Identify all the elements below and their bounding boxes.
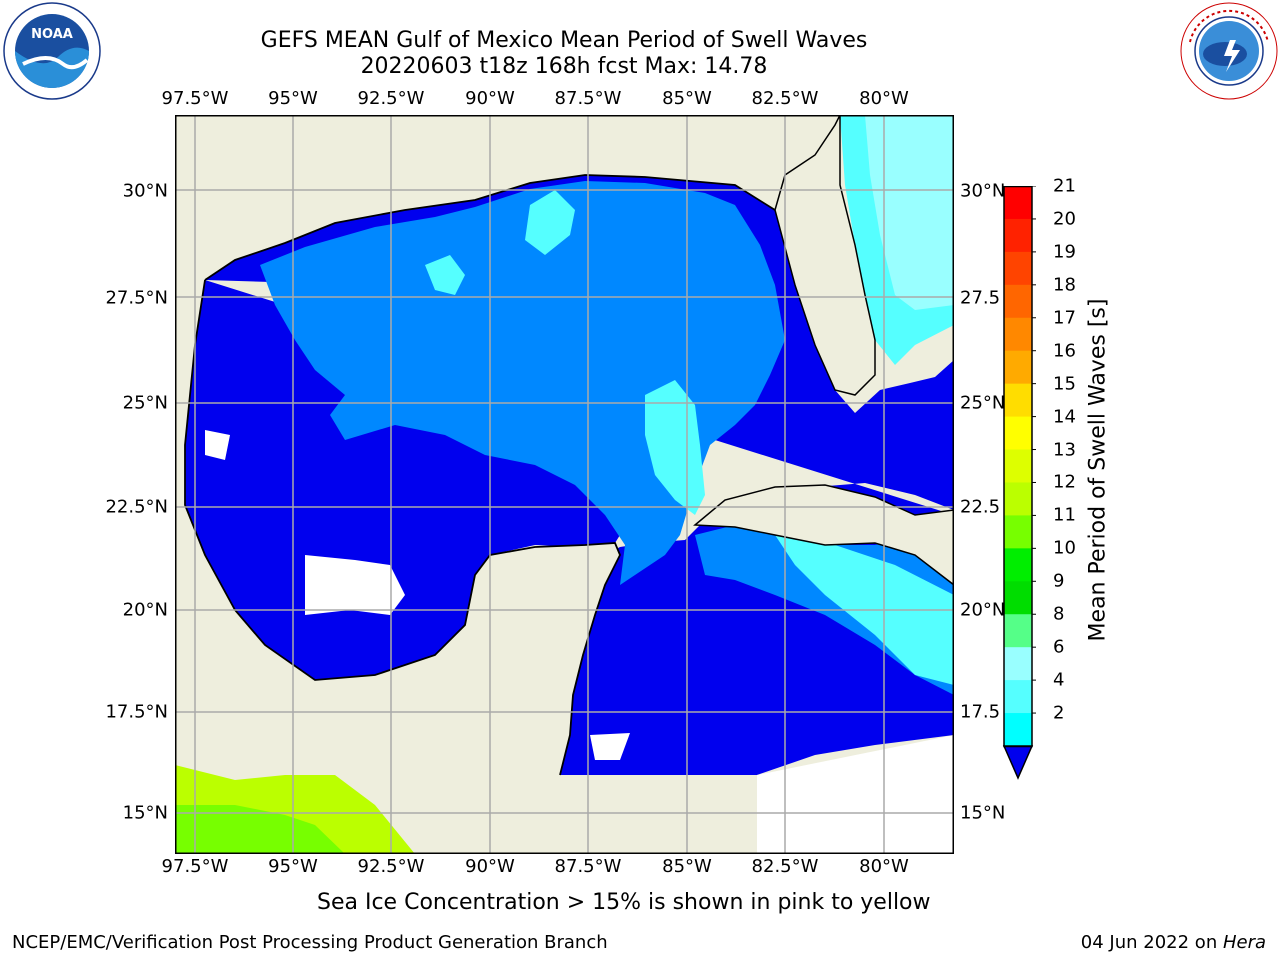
lat-label: 22.5°N <box>105 496 168 518</box>
lat-label: 27.5 <box>960 287 1001 309</box>
map-grid <box>175 115 954 854</box>
lat-label: 17.5 <box>960 701 1001 723</box>
colorbar-tick-label: 19 <box>1053 241 1076 263</box>
colorbar-segment <box>1004 383 1032 418</box>
lon-label: 92.5°W <box>357 856 425 877</box>
map-panel <box>175 115 954 854</box>
lon-label: 95°W <box>268 856 318 877</box>
lon-label: 95°W <box>268 88 318 109</box>
colorbar-extend-arrow <box>1002 745 1034 780</box>
lat-label: 17.5°N <box>105 701 168 723</box>
chart-subtitle: 20220603 t18z 168h fcst Max: 14.78 <box>360 54 768 79</box>
colorbar-tick-label: 6 <box>1053 636 1065 658</box>
colorbar-segment <box>1004 680 1032 714</box>
florida-land <box>774 115 876 396</box>
colorbar-tick-label: 4 <box>1053 669 1065 691</box>
colorbar-segment <box>1004 416 1032 451</box>
lon-label: 90°W <box>465 88 515 109</box>
cyan-patch-3 <box>425 255 465 295</box>
lon-label: 85°W <box>662 88 712 109</box>
lon-label: 90°W <box>465 856 515 877</box>
colorbar-tick-label: 12 <box>1053 471 1076 493</box>
colorbar-tick-label: 13 <box>1053 439 1076 461</box>
sea-ice-patch-green <box>175 805 345 854</box>
lat-label: 30°N <box>122 180 168 202</box>
colorbar-segment <box>1004 350 1032 385</box>
colorbar-segment <box>1004 713 1032 747</box>
nodata-2 <box>205 430 230 460</box>
cuba-land <box>693 484 954 586</box>
colorbar-tick-label: 10 <box>1053 537 1076 559</box>
map-frame <box>175 115 954 854</box>
nodata-caribbean <box>757 735 954 854</box>
colorbar-tick-label: 21 <box>1053 175 1076 197</box>
lat-label: 25°N <box>122 392 168 414</box>
sea-ice-note: Sea Ice Concentration > 15% is shown in … <box>317 890 931 915</box>
colorbar-tick-label: 18 <box>1053 274 1076 296</box>
lat-label: 27.5°N <box>105 287 168 309</box>
colorbar-graphic <box>1002 185 1036 780</box>
noaa-logo: NOAA <box>3 2 101 100</box>
lon-label: 82.5°W <box>751 88 819 109</box>
nodata-3 <box>590 733 630 760</box>
footer-date-text: 04 Jun 2022 on <box>1080 932 1223 953</box>
colorbar-frame <box>1003 185 1033 748</box>
gulf-coastline <box>184 174 776 776</box>
lat-label: 30°N <box>960 180 1006 202</box>
colorbar-tick-label: 20 <box>1053 208 1076 230</box>
footer-credit: NCEP/EMC/Verification Post Processing Pr… <box>12 932 608 953</box>
footer-host: Hera <box>1222 932 1266 953</box>
chart-title: GEFS MEAN Gulf of Mexico Mean Period of … <box>260 28 868 53</box>
colorbar-label: Mean Period of Swell Waves [s] <box>1085 298 1111 642</box>
colorbar-tick-label: 16 <box>1053 340 1076 362</box>
lat-label: 20°N <box>122 599 168 621</box>
colorbar-tick-label: 8 <box>1053 603 1065 625</box>
noaa-logo-text: NOAA <box>31 27 73 42</box>
colorbar-tick-label: 15 <box>1053 373 1076 395</box>
lon-label: 92.5°W <box>357 88 425 109</box>
lat-label: 22.5 <box>960 496 1001 518</box>
colorbar-tick-label: 14 <box>1053 406 1076 428</box>
nws-logo <box>1180 2 1278 100</box>
colorbar-segment <box>1004 251 1032 286</box>
lon-label: 80°W <box>859 856 909 877</box>
colorbar-tick-label: 2 <box>1053 702 1065 724</box>
colorbar-segment <box>1004 614 1032 648</box>
colorbar-segment <box>1004 581 1032 615</box>
lat-label: 25°N <box>960 392 1006 414</box>
colorbar-segment <box>1004 284 1032 319</box>
cyan-patch-2 <box>525 190 575 255</box>
lon-label: 97.5°W <box>161 856 229 877</box>
lon-label: 87.5°W <box>554 88 622 109</box>
lon-label: 85°W <box>662 856 712 877</box>
lon-label: 87.5°W <box>554 856 622 877</box>
lat-label: 15°N <box>960 802 1006 824</box>
lon-label: 97.5°W <box>161 88 229 109</box>
colorbar-segment <box>1004 449 1032 483</box>
colorbar-segment <box>1004 482 1032 516</box>
lat-label: 20°N <box>960 599 1006 621</box>
colorbar-segment <box>1004 515 1032 549</box>
colorbar-segment <box>1004 218 1032 253</box>
lat-label: 15°N <box>122 802 168 824</box>
colorbar-segment <box>1004 186 1032 220</box>
colorbar-tick-label: 9 <box>1053 570 1065 592</box>
colorbar-segment <box>1004 647 1032 681</box>
colorbar-tick-label: 17 <box>1053 307 1076 329</box>
cyan-patch-1 <box>645 380 705 515</box>
colorbar <box>1000 185 1036 786</box>
colorbar-segment <box>1004 548 1032 582</box>
colorbar-tick-label: 11 <box>1053 504 1076 526</box>
nodata-1 <box>305 555 405 615</box>
lon-label: 82.5°W <box>751 856 819 877</box>
colorbar-segment <box>1004 317 1032 352</box>
lon-label: 80°W <box>859 88 909 109</box>
footer-date: 04 Jun 2022 on Hera <box>1081 932 1266 953</box>
atlantic-pale <box>865 115 954 310</box>
